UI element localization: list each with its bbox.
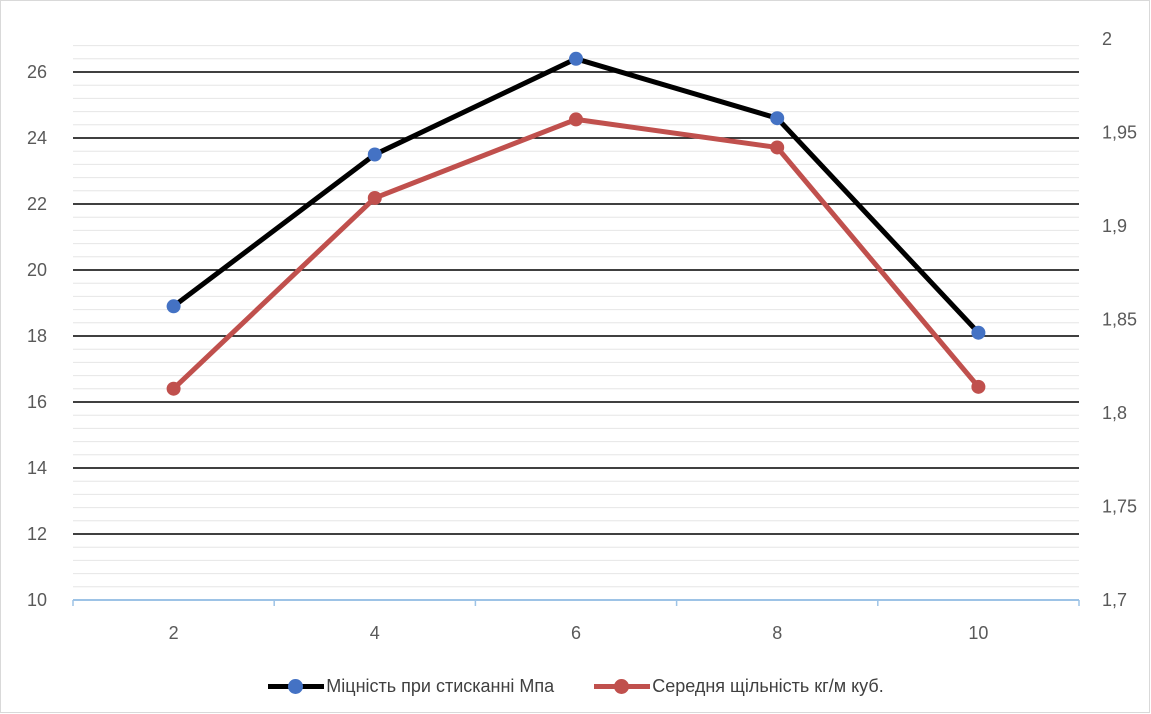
legend-swatch-strength [268,676,325,696]
series-1-point [166,381,181,396]
series-line-0 [171,56,981,336]
y-left-tick-label: 20 [27,260,47,280]
legend-item-density: Середня щільність кг/м куб. [594,676,884,697]
y-left-tick-label: 22 [27,194,47,214]
series-0-point [569,51,583,66]
series-0-point [367,147,382,162]
legend-swatch-density [594,676,651,696]
series-1-point [971,379,986,394]
series-0-point [166,299,181,314]
series-1-point [569,112,583,127]
x-tick-label: 8 [772,623,782,643]
legend-label-density: Середня щільність кг/м куб. [652,675,884,696]
series-0-point [971,325,986,340]
y-left-tick-label: 12 [27,524,47,544]
legend-item-strength: Міцність при стисканні Мпа [268,676,554,697]
y-right-tick-label: 1,7 [1102,590,1127,610]
series-1-point [367,190,382,205]
y-right-tick-label: 1,95 [1102,123,1137,143]
y-right-tick-label: 1,85 [1102,310,1137,330]
y-left-tick-label: 16 [27,392,47,412]
y-right-tick-label: 2 [1102,29,1112,49]
series-line-1 [171,116,981,392]
x-tick-label: 6 [571,623,581,643]
series-1-point [770,140,785,155]
y-left-tick-label: 10 [27,590,47,610]
y-left-tick-label: 18 [27,326,47,346]
y-left-tick-label: 14 [27,458,47,478]
chart-legend: Міцність при стисканні Мпа Середня щільн… [1,671,1151,701]
y-right-tick-label: 1,75 [1102,497,1137,517]
y-right-tick-label: 1,9 [1102,216,1127,236]
x-tick-label: 2 [169,623,179,643]
x-tick-label: 4 [370,623,380,643]
y-right-tick-label: 1,8 [1102,403,1127,423]
legend-label-strength: Міцність при стисканні Мпа [326,675,555,696]
y-left-tick-label: 24 [27,128,47,148]
x-tick-label: 10 [968,623,988,643]
series-0-point [770,111,785,126]
chart-plot: 1012141618202224261,71,751,81,851,91,952… [27,29,1137,643]
y-left-tick-label: 26 [27,62,47,82]
